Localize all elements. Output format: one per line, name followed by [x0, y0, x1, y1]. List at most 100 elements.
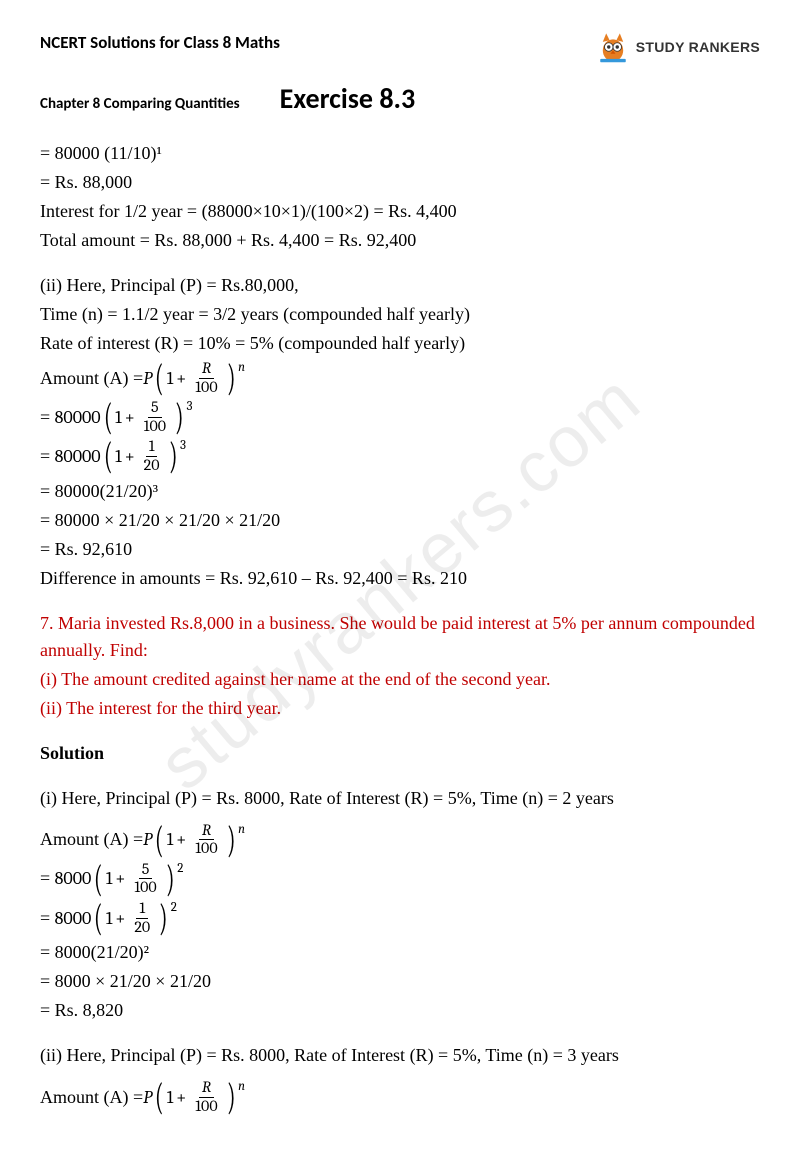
frac-num: 5	[139, 861, 153, 880]
text-line: = 8000(21/20)²	[40, 939, 760, 966]
solution-block-2: (ii) Here, Principal (P) = Rs.80,000, Ti…	[40, 272, 760, 592]
exponent: 2	[171, 898, 177, 918]
num-one: 1	[106, 905, 113, 932]
solution-block-1: = 80000 (11/10)¹ = Rs. 88,000 Interest f…	[40, 140, 760, 254]
formula-amount: Amount (A) = P ( 1 + R100 ) n	[40, 822, 760, 858]
frac-num: 1	[146, 438, 158, 457]
formula: 80000 ( 1 + 5100 ) 3	[55, 399, 193, 435]
var-p: P	[143, 365, 152, 392]
text-line: (ii) Here, Principal (P) = Rs.80,000,	[40, 272, 760, 299]
brand-logo: STUDY RANKERS	[596, 30, 760, 64]
formula-amount: Amount (A) = P ( 1 + R100 ) n	[40, 1079, 760, 1115]
frac-num: 1	[136, 900, 148, 919]
var-p: P	[143, 1084, 152, 1111]
text-line: = 80000(21/20)³	[40, 478, 760, 505]
text-line: (i) Here, Principal (P) = Rs. 8000, Rate…	[40, 785, 760, 812]
lparen-icon: (	[155, 361, 164, 395]
lparen-icon: (	[104, 439, 113, 473]
text-line: Difference in amounts = Rs. 92,610 – Rs.…	[40, 565, 760, 592]
frac-den: 100	[192, 1098, 220, 1116]
fraction: 120	[141, 438, 163, 474]
exponent: n	[238, 1077, 245, 1097]
text-line: Interest for 1/2 year = (88000×10×1)/(10…	[40, 198, 760, 225]
frac-den: 100	[141, 418, 169, 436]
exponent: 3	[180, 436, 186, 456]
fraction: 5100	[131, 861, 159, 897]
exponent: 2	[177, 859, 183, 879]
formula-step: = 80000 ( 1 + 5100 ) 3	[40, 399, 760, 435]
exponent: n	[238, 358, 245, 378]
amount-label: Amount (A) =	[40, 826, 143, 853]
chapter-label: Chapter 8 Comparing Quantities	[40, 93, 240, 116]
formula: 8000 ( 1 + 5100 ) 2	[55, 861, 184, 897]
exercise-title: Exercise 8.3	[280, 78, 416, 120]
frac-den: 100	[131, 879, 159, 897]
frac-den: 20	[141, 457, 163, 475]
formula: 8000 ( 1 + 120 ) 2	[55, 900, 177, 936]
question-text: (i) The amount credited against her name…	[40, 666, 760, 693]
equals-sign: =	[40, 905, 50, 932]
frac-num: R	[199, 822, 214, 841]
formula: P ( 1 + R100 ) n	[143, 1079, 245, 1115]
var-p: 80000	[55, 404, 101, 431]
rparen-icon: )	[227, 823, 236, 857]
question-text: 7. Maria invested Rs.8,000 in a business…	[40, 610, 760, 664]
frac-den: 100	[192, 840, 220, 858]
page-header: NCERT Solutions for Class 8 Maths STUDY …	[40, 30, 760, 64]
content-body: = 80000 (11/10)¹ = Rs. 88,000 Interest f…	[40, 140, 760, 1115]
fraction: R100	[192, 822, 220, 858]
text-line: (ii) Here, Principal (P) = Rs. 8000, Rat…	[40, 1042, 760, 1069]
question-text: (ii) The interest for the third year.	[40, 695, 760, 722]
rparen-icon: )	[166, 862, 175, 896]
question-7: 7. Maria invested Rs.8,000 in a business…	[40, 610, 760, 722]
text-line: Time (n) = 1.1/2 year = 3/2 years (compo…	[40, 301, 760, 328]
rparen-icon: )	[159, 901, 168, 935]
fraction: 120	[131, 900, 153, 936]
fraction: R100	[192, 360, 220, 396]
formula: P ( 1 + R100 ) n	[143, 822, 245, 858]
frac-num: R	[199, 1079, 214, 1098]
plus-sign: +	[176, 1084, 186, 1111]
text-line: = Rs. 92,610	[40, 536, 760, 563]
rparen-icon: )	[227, 361, 236, 395]
formula-step: = 8000 ( 1 + 5100 ) 2	[40, 861, 760, 897]
num-one: 1	[167, 826, 174, 853]
text-line: Total amount = Rs. 88,000 + Rs. 4,400 = …	[40, 227, 760, 254]
lparen-icon: (	[155, 1080, 164, 1114]
rparen-icon: )	[227, 1080, 236, 1114]
plus-sign: +	[125, 443, 135, 470]
text-line: = 80000 × 21/20 × 21/20 × 21/20	[40, 507, 760, 534]
solution-block-4: (ii) Here, Principal (P) = Rs. 8000, Rat…	[40, 1042, 760, 1115]
equals-sign: =	[40, 865, 50, 892]
exponent: n	[238, 820, 245, 840]
text-line: = 80000 (11/10)¹	[40, 140, 760, 167]
rparen-icon: )	[175, 400, 184, 434]
equals-sign: =	[40, 404, 50, 431]
num-one: 1	[106, 865, 113, 892]
formula-step: = 80000 ( 1 + 120 ) 3	[40, 438, 760, 474]
num-one: 1	[167, 365, 174, 392]
frac-num: R	[199, 360, 214, 379]
exponent: 3	[187, 397, 193, 417]
var-p: P	[143, 826, 152, 853]
formula: P ( 1 + R100 ) n	[143, 360, 245, 396]
plus-sign: +	[125, 404, 135, 431]
owl-icon	[596, 30, 630, 64]
frac-den: 100	[192, 379, 220, 397]
amount-label: Amount (A) =	[40, 365, 143, 392]
text-line: = Rs. 8,820	[40, 997, 760, 1024]
frac-num: 5	[148, 399, 162, 418]
fraction: R100	[192, 1079, 220, 1115]
rparen-icon: )	[168, 439, 177, 473]
chapter-row: Chapter 8 Comparing Quantities Exercise …	[40, 78, 760, 120]
text-line: = Rs. 88,000	[40, 169, 760, 196]
equals-sign: =	[40, 443, 50, 470]
lparen-icon: (	[104, 400, 113, 434]
var-p: 80000	[55, 443, 101, 470]
plus-sign: +	[176, 365, 186, 392]
num-one: 1	[167, 1084, 174, 1111]
formula-amount: Amount (A) = P ( 1 + R100 ) n	[40, 360, 760, 396]
var-p: 8000	[55, 865, 92, 892]
var-p: 8000	[55, 905, 92, 932]
plus-sign: +	[176, 826, 186, 853]
